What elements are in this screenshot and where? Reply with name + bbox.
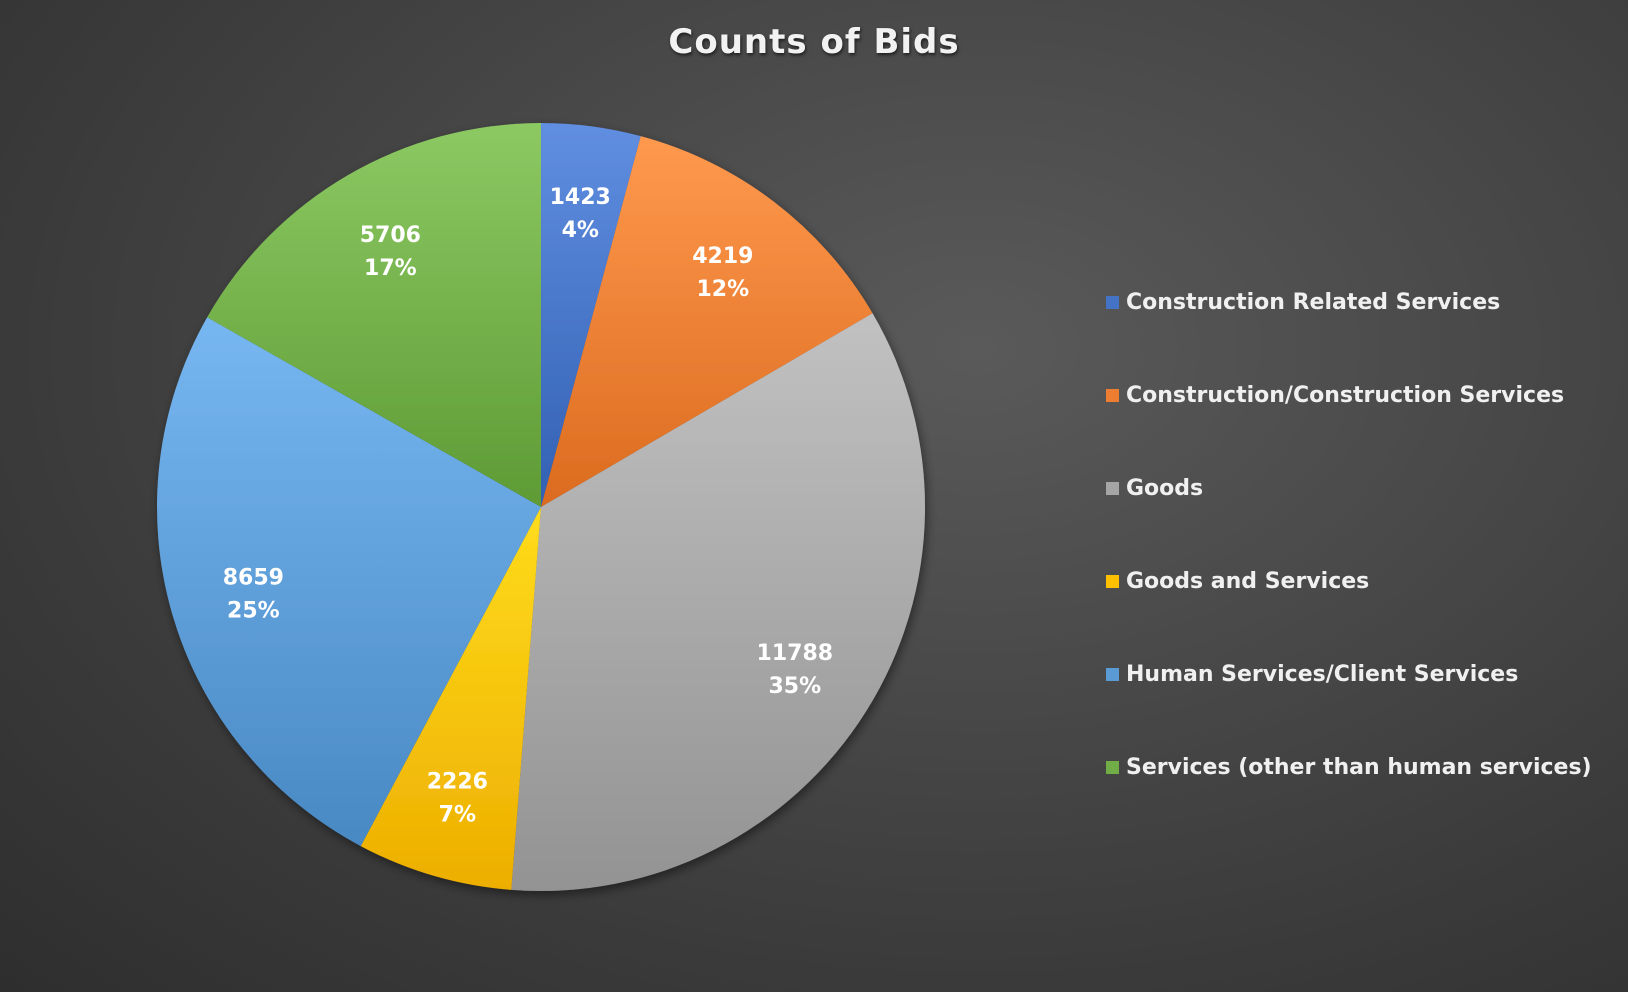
legend-swatch bbox=[1106, 668, 1119, 681]
legend-swatch bbox=[1106, 482, 1119, 495]
legend-item-construction-construction-services: Construction/Construction Services bbox=[1106, 371, 1592, 464]
data-label-percent: 35% bbox=[768, 674, 821, 699]
legend-label: Goods bbox=[1126, 476, 1204, 501]
legend-swatch bbox=[1106, 389, 1119, 402]
pie-slice-construction-related-services bbox=[541, 123, 641, 507]
data-label-percent: 4% bbox=[562, 218, 599, 243]
legend: Construction Related Services Constructio… bbox=[1106, 278, 1592, 836]
data-label-value: 8659 bbox=[223, 566, 284, 591]
data-label-value: 5706 bbox=[360, 223, 421, 248]
data-label-value: 1423 bbox=[550, 185, 611, 210]
data-label-percent: 17% bbox=[364, 256, 417, 281]
data-label-value: 2226 bbox=[427, 770, 488, 795]
legend-swatch bbox=[1106, 575, 1119, 588]
data-label-percent: 7% bbox=[439, 803, 476, 828]
legend-item-construction-related-services: Construction Related Services bbox=[1106, 278, 1592, 371]
legend-label: Construction Related Services bbox=[1126, 290, 1501, 315]
data-label-percent: 25% bbox=[227, 599, 280, 624]
legend-item-goods: Goods bbox=[1106, 464, 1592, 557]
pie-slice-services-other-than-human-services bbox=[207, 123, 541, 507]
legend-swatch bbox=[1106, 296, 1119, 309]
legend-label: Goods and Services bbox=[1126, 569, 1370, 594]
chart-title: Counts of Bids bbox=[668, 22, 960, 62]
legend-label: Services (other than human services) bbox=[1126, 755, 1592, 780]
legend-item-human-services-client-services: Human Services/Client Services bbox=[1106, 650, 1592, 743]
legend-label: Construction/Construction Services bbox=[1126, 383, 1565, 408]
pie-slice-human-services-client-services bbox=[157, 317, 541, 847]
data-label-percent: 12% bbox=[697, 277, 750, 302]
pie-slice-construction-construction-services bbox=[541, 136, 873, 507]
pie-slice-goods bbox=[511, 313, 925, 891]
data-label-value: 11788 bbox=[757, 641, 834, 666]
pie-slice-goods-and-services bbox=[360, 507, 541, 890]
legend-label: Human Services/Client Services bbox=[1126, 662, 1519, 687]
legend-swatch bbox=[1106, 761, 1119, 774]
legend-item-services-other-than-human-services: Services (other than human services) bbox=[1106, 743, 1592, 836]
data-label-value: 4219 bbox=[692, 244, 753, 269]
legend-item-goods-and-services: Goods and Services bbox=[1106, 557, 1592, 650]
